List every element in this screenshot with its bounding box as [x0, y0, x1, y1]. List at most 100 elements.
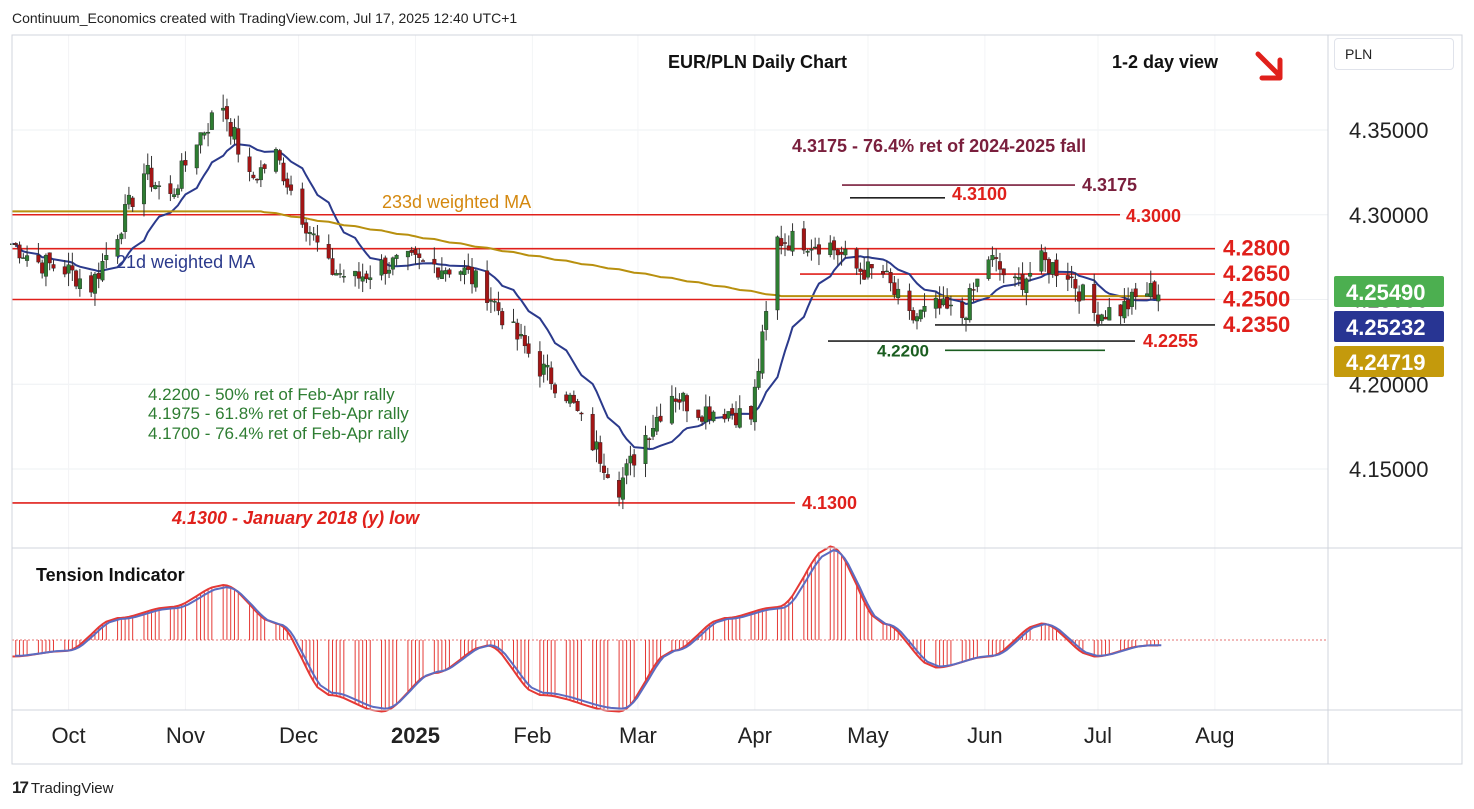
candle-body: [786, 245, 791, 251]
candle-body: [341, 276, 346, 278]
candle-body: [413, 249, 418, 255]
candle-body: [1095, 314, 1100, 324]
tradingview-mark-icon: 17: [12, 778, 29, 797]
x-tick-label: 2025: [391, 723, 440, 748]
candle-body: [828, 242, 833, 255]
candle-body: [654, 417, 659, 432]
candle-body: [390, 257, 395, 270]
candle-body: [51, 264, 56, 269]
candle-body: [918, 309, 923, 320]
candle-body: [228, 122, 233, 137]
chart-frame: [11, 34, 1463, 765]
annotation-ret618: 4.1975 - 61.8% ret of Feb-Apr rally: [148, 404, 409, 423]
candle-body: [711, 411, 716, 422]
candle-body: [17, 244, 22, 259]
candle-body: [100, 261, 105, 281]
candle-body: [677, 399, 682, 403]
candle-body: [590, 413, 595, 451]
candle-body: [684, 395, 689, 412]
candle-body: [485, 270, 490, 303]
candle-body: [492, 300, 497, 303]
candle-body: [179, 160, 184, 189]
candle-body: [258, 167, 263, 181]
candle-body: [914, 316, 919, 322]
candle-body: [967, 288, 972, 321]
candle-body: [488, 300, 493, 302]
tradingview-logo[interactable]: 17 TradingView: [12, 778, 113, 798]
arrow-head: [1259, 57, 1283, 81]
candle-body: [647, 438, 652, 440]
candle-body: [172, 194, 177, 197]
candle-body: [89, 275, 94, 293]
y-tick-label: 4.35000: [1349, 118, 1429, 143]
candle-body: [700, 416, 705, 422]
candle-body: [881, 271, 886, 275]
candle-body: [696, 409, 701, 418]
candle-body: [884, 270, 889, 273]
candle-body: [466, 266, 471, 270]
candle-body: [13, 243, 18, 245]
price-tag-value: 4.25232: [1346, 315, 1426, 340]
candle-body: [432, 258, 437, 265]
candle-body: [722, 413, 727, 420]
candle-body: [658, 415, 663, 422]
candle-body: [1028, 272, 1033, 277]
candle-body: [470, 266, 475, 285]
candle-body: [726, 411, 731, 419]
candle-body: [153, 184, 158, 189]
candle-body: [1046, 258, 1051, 274]
candle-body: [783, 242, 788, 244]
candle-body: [854, 249, 859, 269]
candle-body: [651, 428, 656, 437]
annotation-low-2018: 4.1300 - January 2018 (y) low: [171, 508, 420, 528]
candle-body: [96, 273, 101, 279]
candle-body: [568, 394, 573, 404]
level-label-4-3000: 4.3000: [1126, 206, 1181, 226]
candle-body: [628, 455, 633, 464]
candle-body: [439, 270, 444, 279]
candle-body: [598, 442, 603, 464]
candle-body: [790, 230, 795, 252]
candle-body: [997, 261, 1002, 270]
level-label-4-2500: 4.2500: [1223, 287, 1290, 312]
candle-body: [511, 321, 516, 323]
candle-body: [1054, 259, 1059, 277]
candle-body: [383, 257, 388, 275]
candle-body: [43, 254, 48, 277]
candle-body: [221, 107, 226, 111]
candle-body: [892, 282, 897, 295]
price-tag-value: 4.24719: [1346, 350, 1426, 375]
candle-body: [1039, 250, 1044, 272]
candle-body: [975, 278, 980, 287]
grid: [12, 35, 1328, 710]
candle-body: [247, 156, 252, 172]
candle-body: [1016, 277, 1021, 280]
candle-body: [941, 298, 946, 306]
candle-body: [168, 183, 173, 194]
currency-label[interactable]: PLN: [1334, 38, 1454, 70]
candle-body: [405, 250, 410, 258]
candle-body: [145, 164, 150, 175]
candle-body: [141, 173, 146, 205]
candle-body: [869, 264, 874, 269]
candle-body: [537, 351, 542, 377]
candle-body: [462, 267, 467, 275]
candle-body: [605, 474, 610, 478]
candle-body: [326, 244, 331, 259]
candle-body: [1103, 316, 1108, 320]
candle-body: [1099, 314, 1104, 322]
candle-body: [832, 240, 837, 251]
candle-body: [236, 128, 241, 155]
candle-body: [436, 267, 441, 278]
candle-body: [500, 311, 505, 326]
candle-body: [579, 412, 584, 415]
candle-body: [907, 290, 912, 311]
candle-body: [620, 477, 625, 500]
x-tick-label: Dec: [279, 723, 318, 748]
arrow-shaft: [1255, 51, 1281, 77]
candle-body: [865, 261, 870, 278]
candle-body: [858, 268, 863, 272]
candle-body: [896, 288, 901, 298]
candle-body: [809, 248, 814, 251]
